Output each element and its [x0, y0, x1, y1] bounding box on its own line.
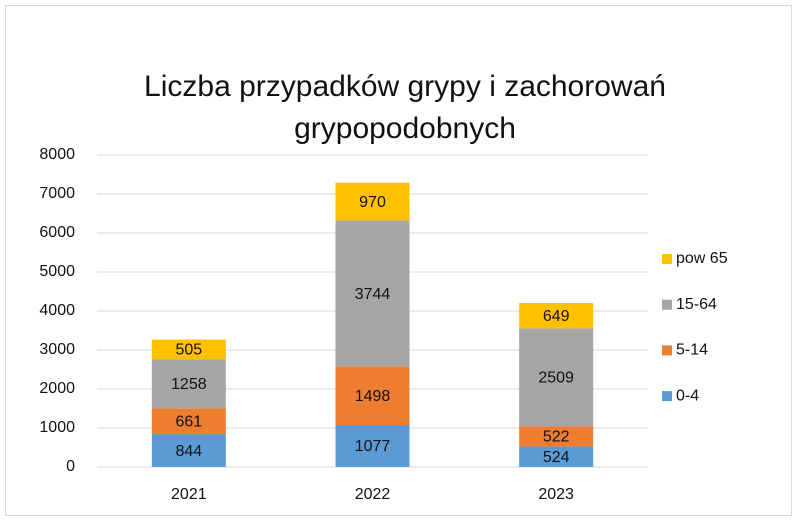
- y-tick-label: 8000: [39, 146, 75, 163]
- data-label: 524: [543, 449, 570, 466]
- bar-segment: [519, 446, 594, 467]
- data-label: 1258: [171, 376, 207, 393]
- bar-segment: [151, 359, 226, 409]
- data-label: 1498: [355, 388, 391, 405]
- data-label: 649: [543, 308, 570, 325]
- bar-segment: [335, 366, 410, 425]
- y-tick-label: 1000: [39, 419, 75, 436]
- legend-swatch: [662, 299, 672, 310]
- x-tick-label: 2023: [538, 486, 574, 503]
- y-tick-label: 7000: [39, 185, 75, 202]
- y-tick-label: 0: [66, 458, 75, 475]
- bar-segment: [151, 408, 226, 435]
- data-label: 844: [175, 443, 202, 460]
- bar-segment: [335, 182, 410, 221]
- legend-swatch: [662, 345, 672, 356]
- y-tick-label: 4000: [39, 302, 75, 319]
- legend-label: 15-64: [676, 296, 717, 313]
- bar-segment: [519, 328, 594, 427]
- bar-segment: [519, 426, 594, 447]
- legend-label: 5-14: [676, 342, 708, 359]
- legend-label: pow 65: [676, 250, 728, 267]
- y-tick-label: 2000: [39, 380, 75, 397]
- data-label: 522: [543, 429, 570, 446]
- legend-swatch: [662, 254, 672, 264]
- bar-segment: [335, 424, 410, 467]
- bar-segment: [335, 220, 410, 367]
- x-tick-label: 2022: [355, 486, 391, 503]
- y-tick-label: 6000: [39, 224, 75, 241]
- bar-segment: [151, 434, 226, 467]
- data-label: 2509: [538, 369, 574, 386]
- data-label: 505: [175, 342, 202, 359]
- data-label: 3744: [355, 286, 391, 303]
- legend-label: 0-4: [676, 387, 699, 404]
- data-label: 1077: [355, 438, 391, 455]
- chart-title: Liczba przypadków grypy i zachorowań gry…: [144, 70, 666, 145]
- legend-swatch: [662, 391, 672, 402]
- data-label: 661: [175, 413, 202, 430]
- data-label: 970: [359, 194, 386, 211]
- x-tick-label: 2021: [171, 486, 207, 503]
- y-tick-label: 3000: [39, 341, 75, 358]
- y-tick-label: 5000: [39, 263, 75, 280]
- bar-segment: [519, 303, 594, 329]
- bar-segment: [151, 339, 226, 360]
